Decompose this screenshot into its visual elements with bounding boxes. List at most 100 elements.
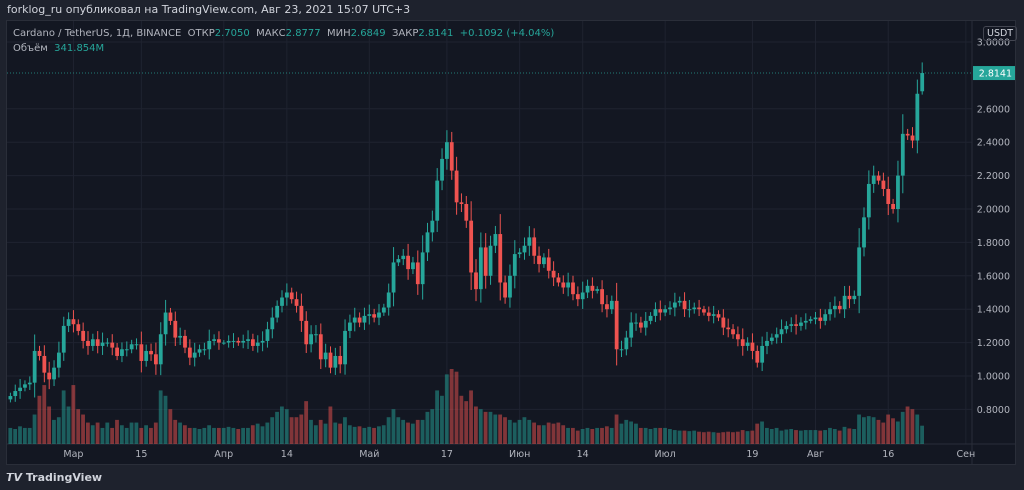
volume-bar [493, 414, 498, 444]
volume-bar [95, 422, 100, 444]
x-tick-label: Апр [214, 449, 233, 460]
candle-body [52, 367, 56, 380]
candle-body [134, 344, 139, 346]
volume-bar [731, 432, 735, 444]
volume-bar [842, 426, 847, 444]
candle-body [90, 339, 95, 346]
candle-body [372, 314, 377, 318]
candle-body [823, 314, 828, 321]
candle-body [440, 158, 444, 181]
candle-body [905, 133, 910, 136]
volume-bar [372, 427, 376, 444]
volume-bar [464, 401, 469, 444]
volume-bar [852, 429, 857, 444]
volume-bar [517, 419, 522, 444]
volume-bar [52, 419, 56, 444]
candle-body [86, 340, 90, 346]
volume-bar [362, 427, 367, 444]
tradingview-logo[interactable]: 𝙏𝙑 TradingView [6, 471, 102, 484]
candle-body [23, 384, 27, 388]
candle-body [639, 322, 643, 328]
candle-body [289, 292, 294, 300]
candle-body [110, 342, 115, 348]
candle-body [663, 309, 668, 313]
currency-button[interactable]: USDT [983, 26, 1018, 41]
volume-bar [333, 422, 338, 444]
candle-body [251, 339, 255, 346]
volume-bar [231, 427, 236, 444]
volume-bar [241, 427, 245, 444]
candle-body [401, 255, 406, 260]
volume-bar [566, 427, 570, 444]
candle-body [677, 300, 682, 303]
candle-body [755, 350, 760, 363]
volume-bar [275, 411, 279, 444]
y-tick-label: 0.8000 [977, 405, 1010, 416]
volume-bar [76, 409, 81, 444]
candle-body [789, 324, 794, 326]
candle-body [284, 292, 289, 298]
volume-bar [624, 419, 629, 444]
volume-bar [86, 422, 90, 444]
y-tick-label: 2.0000 [977, 205, 1010, 216]
volume-bar [37, 395, 42, 444]
volume-bar [250, 425, 255, 444]
volume-bar [658, 427, 663, 444]
candle-body [406, 255, 410, 270]
volume-bar [357, 426, 362, 444]
candle-body [149, 350, 153, 355]
candle-body [352, 317, 357, 323]
candle-body [532, 237, 537, 256]
candle-body [498, 234, 503, 283]
candle-body [794, 324, 798, 326]
volume-bar [561, 425, 566, 444]
current-price-label: 2.8141 [979, 69, 1012, 80]
volume-bar [134, 422, 139, 444]
candle-body [828, 309, 832, 315]
volume-bar [866, 416, 871, 444]
volume-bar [571, 427, 575, 444]
candle-body [57, 352, 61, 368]
candle-body [672, 302, 677, 308]
volume-bar [56, 417, 61, 444]
volume-bar [469, 390, 473, 444]
candle-body [537, 255, 541, 265]
candle-body [716, 314, 721, 318]
candle-body [396, 259, 401, 263]
candle-body [47, 372, 52, 380]
candle-body [682, 300, 687, 310]
close-value: 2.8141 [418, 28, 454, 39]
volume-bar [115, 419, 119, 444]
candle-body [71, 319, 76, 325]
volume-bar [425, 411, 430, 444]
y-tick-label: 1.2000 [977, 338, 1010, 349]
volume-bar [22, 427, 27, 444]
volume-bar [270, 417, 275, 444]
candle-body [217, 339, 221, 343]
y-tick-label: 1.6000 [977, 271, 1010, 282]
volume-bar [381, 425, 386, 444]
volume-bar [183, 425, 187, 444]
volume-bar [299, 414, 304, 444]
candle-body [609, 300, 614, 310]
volume-bar [105, 422, 110, 444]
volume-bar [294, 417, 299, 444]
candle-body [95, 339, 100, 346]
volume-bar [823, 430, 827, 444]
candle-body [648, 315, 653, 321]
candle-body [333, 355, 338, 368]
volume-bar [546, 422, 551, 444]
candle-body [27, 382, 32, 385]
candle-body [411, 262, 415, 270]
volume-bar [338, 423, 342, 444]
candle-body [493, 234, 498, 246]
candle-body [178, 335, 183, 338]
volume-bar [66, 406, 71, 444]
candle-body [280, 297, 284, 306]
volume-bar [129, 422, 134, 444]
candle-body [377, 312, 381, 318]
x-tick-label: Июн [509, 449, 530, 460]
y-tick-label: 1.4000 [977, 305, 1010, 316]
volume-bar [726, 431, 730, 444]
